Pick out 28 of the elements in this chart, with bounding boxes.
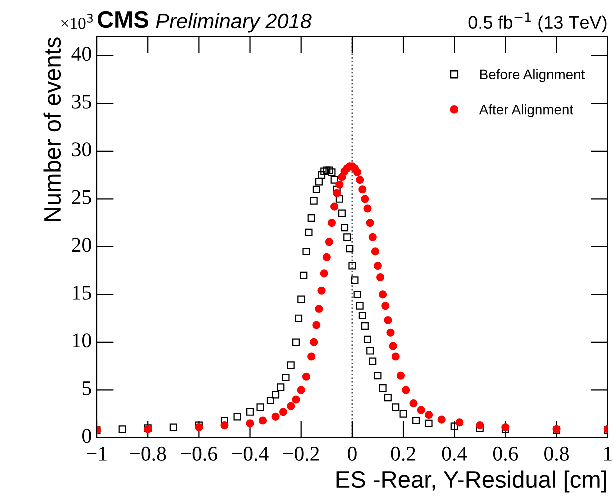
x-tick-label: −0.6 (181, 446, 218, 462)
x-tick-label: 0.8 (544, 446, 569, 462)
x-tick-label: −0.4 (232, 446, 269, 462)
x-tick-label: −0.2 (283, 446, 320, 462)
x-tick-label: 0 (348, 446, 357, 461)
legend-label: Before Alignment (480, 69, 586, 82)
chart-title: CMS (98, 11, 149, 28)
y-tick-label: 30 (72, 142, 92, 157)
legend-label: After Alignment (479, 104, 574, 118)
text: ×10$^{3}$ (62, 14, 94, 30)
x-axis-title: ES -Rear, Y-Residual [cm] (336, 470, 606, 493)
y-tick-label: 20 (72, 238, 92, 252)
y-tick-label: 15 (73, 286, 92, 300)
chart-subtitle: Preliminary 2018 (156, 13, 312, 33)
text: 0.5 fb$^{−1}$ (13 TeV) (468, 12, 607, 33)
y-tick-label: 35 (72, 94, 92, 109)
x-tick-label: 0.2 (391, 446, 416, 462)
x-tick-label: 0.4 (442, 446, 468, 462)
y-axis-title: Number of events (44, 38, 62, 222)
y-tick-label: 0 (82, 429, 92, 444)
x-tick-label: 1 (604, 447, 612, 461)
y-tick-label: 10 (73, 334, 92, 348)
x-tick-label: −1 (86, 447, 107, 461)
x-tick-label: −0.8 (130, 446, 166, 462)
y-tick-label: 25 (72, 190, 92, 204)
y-tick-label: 5 (82, 382, 92, 396)
x-tick-label: 0.6 (493, 446, 518, 462)
y-tick-label: 40 (72, 47, 92, 62)
